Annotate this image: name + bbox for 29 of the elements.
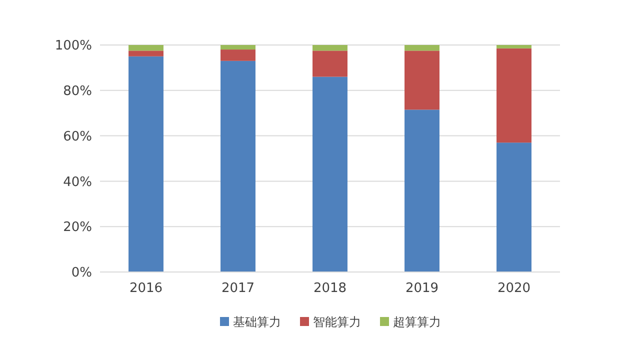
bar (312, 76, 348, 272)
y-tick-label: 60% (63, 129, 92, 144)
bar (220, 45, 256, 50)
x-tick-label: 2020 (497, 281, 531, 296)
x-tick-label: 2018 (313, 281, 347, 296)
bar (404, 110, 440, 272)
x-tick-label: 2016 (129, 281, 163, 296)
bar (220, 50, 256, 61)
x-tick-label: 2017 (221, 281, 255, 296)
legend-label: 智能算力 (313, 315, 361, 330)
legend-label: 基础算力 (233, 315, 281, 330)
bar (128, 56, 164, 272)
bar (128, 50, 164, 56)
bar (128, 45, 164, 51)
legend-label: 超算算力 (393, 315, 441, 330)
bar (404, 45, 440, 51)
bar (220, 60, 256, 272)
bar (496, 48, 532, 143)
bar (312, 45, 348, 51)
bar (404, 50, 440, 110)
y-tick-label: 20% (63, 220, 92, 236)
x-tick-label: 2019 (405, 281, 439, 296)
bar (496, 142, 532, 272)
y-tick-label: 0% (71, 266, 92, 281)
bar (312, 50, 348, 77)
bar (496, 45, 532, 48)
y-tick-label: 100% (54, 38, 92, 54)
y-tick-label: 80% (63, 84, 92, 99)
y-tick-label: 40% (63, 174, 92, 190)
